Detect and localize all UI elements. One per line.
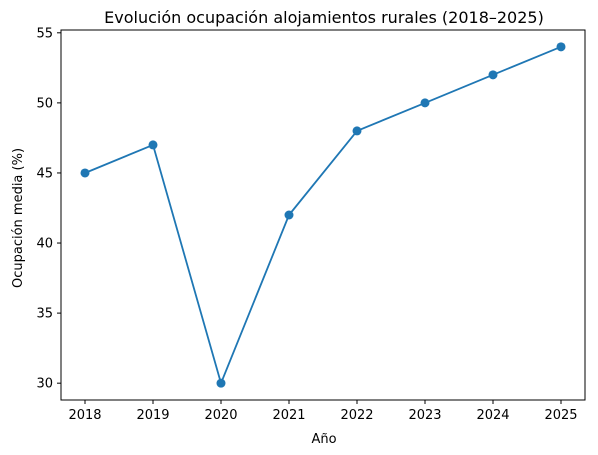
- chart-title: Evolución ocupación alojamientos rurales…: [104, 8, 544, 27]
- data-point: [488, 70, 498, 80]
- y-tick-label: 40: [36, 237, 53, 252]
- x-tick-label: 2020: [204, 408, 237, 423]
- data-point: [80, 168, 90, 178]
- y-tick-label: 45: [36, 166, 53, 181]
- series-line: [84, 45, 562, 385]
- x-tick-label: 2021: [272, 408, 305, 423]
- x-tick-label: 2023: [408, 408, 441, 423]
- x-axis-title: Año: [311, 432, 336, 447]
- x-tick-label: 2018: [68, 408, 101, 423]
- y-tick-label: 35: [36, 307, 53, 322]
- data-point: [216, 378, 226, 388]
- y-tick-label: 55: [36, 26, 53, 41]
- x-tick-label: 2024: [476, 408, 509, 423]
- data-point: [352, 126, 362, 136]
- y-tick-label: 50: [36, 96, 53, 111]
- plot-area: [60, 29, 586, 401]
- data-point: [420, 98, 430, 108]
- x-tick-label: 2025: [544, 408, 577, 423]
- y-tick-label: 30: [36, 377, 53, 392]
- series-layer: [80, 42, 566, 388]
- data-point: [284, 210, 294, 220]
- y-axis-title: Ocupación media (%): [11, 148, 26, 288]
- y-axis: 30 35 40 45 50 55: [36, 26, 61, 392]
- data-point: [148, 140, 158, 150]
- x-axis: 2018 2019 2020 2021 2022 2023 2024 2025: [68, 400, 578, 423]
- x-tick-label: 2022: [340, 408, 373, 423]
- x-tick-label: 2019: [136, 408, 169, 423]
- data-point: [556, 42, 566, 52]
